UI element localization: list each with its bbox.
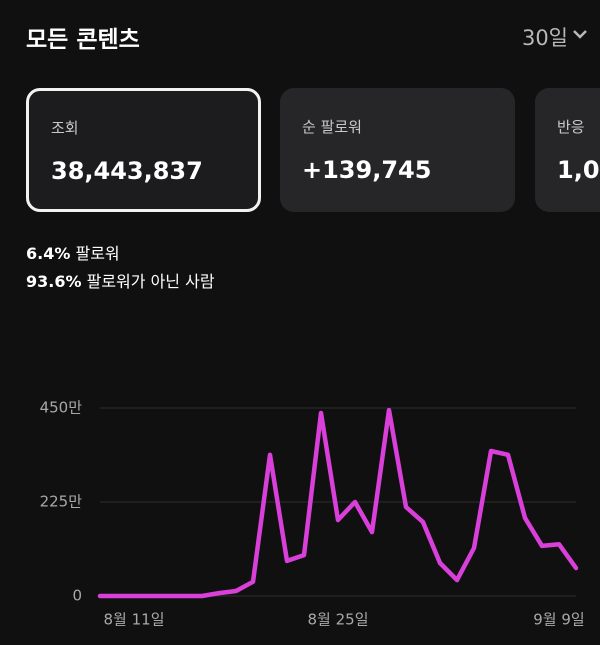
card-label: 조회 [51, 119, 79, 137]
x-tick-label: 8월 25일 [308, 611, 369, 629]
x-tick-label: 8월 11일 [104, 611, 165, 629]
chevron[interactable] [572, 28, 588, 40]
card[interactable]: 조회 38,443,837 [26, 88, 261, 212]
card[interactable]: 순 팔로워 +139,745 [280, 88, 515, 212]
card-label: 순 팔로워 [302, 118, 362, 136]
chart: 0 225만 450만 8월 11일 8월 25일 9월 9일 [40, 399, 585, 629]
stat-label: 팔로워 [75, 244, 120, 263]
stat: 6.4% 팔로워 [26, 240, 120, 264]
card-value: +139,745 [302, 156, 432, 184]
stat-label: 팔로워가 아닌 사람 [86, 272, 215, 291]
card-value: 38,443,837 [51, 157, 203, 185]
stat-percent: 93.6% [26, 272, 82, 291]
x-tick-label: 9월 9일 [533, 611, 584, 629]
period-selector[interactable]: 30일 [521, 26, 568, 50]
y-tick-label: 0 [72, 587, 82, 605]
stat: 93.6% 팔로워가 아닌 사람 [26, 268, 215, 292]
stat-percent: 6.4% [26, 244, 71, 263]
card-label: 반응 [557, 118, 585, 136]
y-tick-label: 450만 [40, 399, 83, 417]
y-tick-label: 225만 [40, 493, 83, 511]
card-value: 1,0 [557, 156, 600, 184]
card[interactable]: 반응 1,0 [535, 88, 600, 212]
data-line [97, 407, 579, 599]
page-title: 모든 콘텐츠 [26, 27, 140, 53]
